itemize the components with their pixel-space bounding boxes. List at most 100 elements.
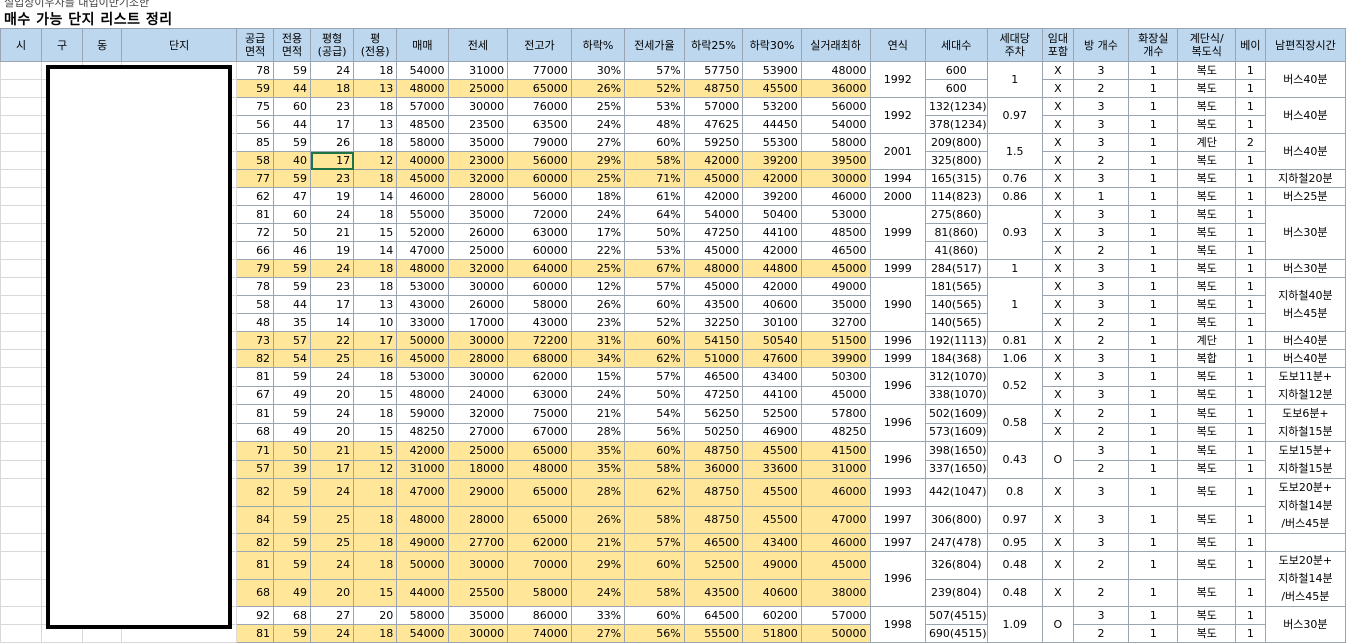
data-cell[interactable]: 59 xyxy=(273,505,312,534)
data-cell[interactable]: 62 xyxy=(236,187,275,206)
parking-cell[interactable]: 1 xyxy=(986,277,1043,332)
data-cell[interactable]: 26000 xyxy=(447,223,509,242)
data-cell[interactable]: 20 xyxy=(310,385,355,405)
data-cell[interactable]: 50 xyxy=(273,441,312,461)
stair-type-cell[interactable]: 복도 xyxy=(1177,313,1236,332)
data-cell[interactable]: 46500 xyxy=(683,533,744,552)
data-cell[interactable]: 60% xyxy=(624,606,685,625)
bay-cell[interactable]: 1 xyxy=(1234,422,1266,442)
data-cell[interactable]: 68 xyxy=(236,578,275,607)
commute-cell[interactable] xyxy=(1264,533,1346,552)
data-cell[interactable]: 56% xyxy=(624,624,685,643)
data-cell[interactable]: 54000 xyxy=(396,61,449,80)
data-cell[interactable]: 54150 xyxy=(683,331,744,350)
empty-cell[interactable] xyxy=(0,259,43,278)
data-cell[interactable]: 58% xyxy=(624,459,685,479)
stair-type-cell[interactable]: 복도 xyxy=(1177,385,1236,405)
data-cell[interactable]: 47000 xyxy=(396,478,449,507)
stair-type-cell[interactable]: 복도 xyxy=(1177,367,1236,387)
data-cell[interactable]: 24 xyxy=(310,205,355,224)
bay-cell[interactable]: 1 xyxy=(1234,606,1266,625)
data-cell[interactable]: 21% xyxy=(570,404,626,424)
household-cell[interactable]: 81(860) xyxy=(924,223,988,242)
data-cell[interactable]: 24% xyxy=(570,385,626,405)
data-cell[interactable]: 59 xyxy=(236,79,275,98)
data-cell[interactable]: 18 xyxy=(353,277,398,296)
commute-cell[interactable]: 버스40분 xyxy=(1264,97,1346,134)
bath-cell[interactable]: 1 xyxy=(1128,133,1179,152)
rental-cell[interactable]: X xyxy=(1041,331,1074,350)
data-cell[interactable]: 72000 xyxy=(507,205,572,224)
data-cell[interactable]: 28% xyxy=(570,422,626,442)
data-cell[interactable]: 63000 xyxy=(507,223,572,242)
data-cell[interactable]: 13 xyxy=(353,295,398,314)
data-cell[interactable]: 43000 xyxy=(507,313,572,332)
data-cell[interactable]: 46900 xyxy=(742,422,802,442)
data-cell[interactable]: 14 xyxy=(353,187,398,206)
bath-cell[interactable]: 1 xyxy=(1128,349,1179,368)
bay-cell[interactable]: 1 xyxy=(1234,223,1266,242)
data-cell[interactable]: 53900 xyxy=(742,61,802,80)
bay-cell[interactable]: 1 xyxy=(1234,259,1266,278)
data-cell[interactable]: 19 xyxy=(310,187,355,206)
data-cell[interactable]: 53000 xyxy=(396,367,449,387)
stair-type-cell[interactable]: 복도 xyxy=(1177,187,1236,206)
stair-type-cell[interactable]: 복도 xyxy=(1177,533,1236,552)
data-cell[interactable]: 25000 xyxy=(447,441,509,461)
data-cell[interactable]: 42000 xyxy=(683,151,744,170)
data-cell[interactable]: 15 xyxy=(353,385,398,405)
data-cell[interactable]: 60 xyxy=(273,205,312,224)
household-cell[interactable]: 338(1070) xyxy=(924,385,988,405)
data-cell[interactable]: 45000 xyxy=(800,259,871,278)
household-cell[interactable]: 165(315) xyxy=(924,169,988,188)
stair-type-cell[interactable]: 복도 xyxy=(1177,441,1236,461)
data-cell[interactable]: 42000 xyxy=(396,441,449,461)
data-cell[interactable]: 57000 xyxy=(396,97,449,116)
household-cell[interactable]: 326(804) xyxy=(924,551,988,580)
bath-cell[interactable]: 1 xyxy=(1128,385,1179,405)
data-cell[interactable]: 18 xyxy=(353,505,398,534)
commute-cell[interactable]: 버스40분 xyxy=(1264,61,1346,98)
data-cell[interactable]: 12 xyxy=(353,459,398,479)
data-cell[interactable]: 58 xyxy=(236,295,275,314)
data-cell[interactable]: 57% xyxy=(624,277,685,296)
parking-cell[interactable]: 0.95 xyxy=(986,533,1043,552)
household-cell[interactable]: 184(368) xyxy=(924,349,988,368)
data-cell[interactable]: 28000 xyxy=(447,349,509,368)
stair-type-cell[interactable]: 복도 xyxy=(1177,295,1236,314)
bay-cell[interactable]: 1 xyxy=(1234,478,1266,507)
parking-cell[interactable]: 0.48 xyxy=(986,551,1043,580)
year-cell[interactable]: 1996 xyxy=(869,551,926,607)
data-cell[interactable]: 60% xyxy=(624,133,685,152)
rental-cell[interactable]: X xyxy=(1041,241,1074,260)
data-cell[interactable]: 26% xyxy=(570,295,626,314)
bath-cell[interactable]: 1 xyxy=(1128,169,1179,188)
data-cell[interactable]: 39200 xyxy=(742,151,802,170)
empty-cell[interactable] xyxy=(0,349,43,368)
household-cell[interactable]: 247(478) xyxy=(924,533,988,552)
data-cell[interactable]: 40 xyxy=(273,151,312,170)
data-cell[interactable]: 75000 xyxy=(507,404,572,424)
bay-cell[interactable]: 1 xyxy=(1234,97,1266,116)
data-cell[interactable]: 45000 xyxy=(683,169,744,188)
data-cell[interactable]: 21% xyxy=(570,533,626,552)
data-cell[interactable]: 76000 xyxy=(507,97,572,116)
parking-cell[interactable]: 0.52 xyxy=(986,367,1043,405)
data-cell[interactable]: 45000 xyxy=(396,169,449,188)
data-cell[interactable]: 52000 xyxy=(396,223,449,242)
data-cell[interactable]: 38000 xyxy=(800,578,871,607)
data-cell[interactable]: 39900 xyxy=(800,349,871,368)
data-cell[interactable]: 39500 xyxy=(800,151,871,170)
data-cell[interactable]: 45500 xyxy=(742,79,802,98)
data-cell[interactable]: 17 xyxy=(310,295,355,314)
data-cell[interactable]: 71 xyxy=(236,441,275,461)
data-cell[interactable]: 10 xyxy=(353,313,398,332)
rental-cell[interactable]: X xyxy=(1041,259,1074,278)
empty-cell[interactable] xyxy=(0,115,43,134)
data-cell[interactable]: 45000 xyxy=(683,241,744,260)
data-cell[interactable]: 45500 xyxy=(742,505,802,534)
data-cell[interactable]: 36000 xyxy=(800,79,871,98)
data-cell[interactable]: 44450 xyxy=(742,115,802,134)
data-cell[interactable]: 41500 xyxy=(800,441,871,461)
data-cell[interactable]: 50400 xyxy=(742,205,802,224)
